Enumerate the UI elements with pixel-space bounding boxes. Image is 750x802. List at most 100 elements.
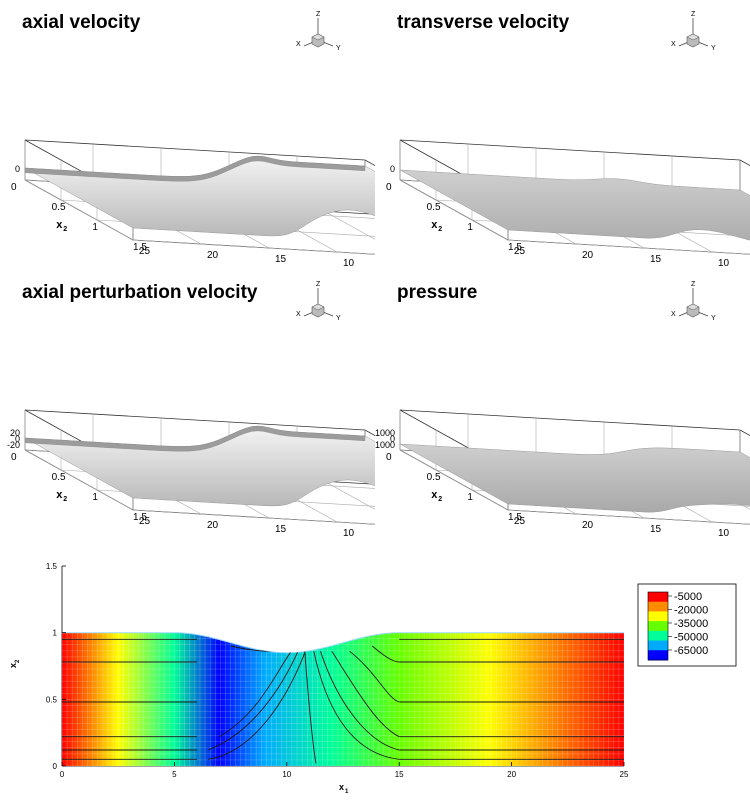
axis-label-x2: x xyxy=(56,489,63,501)
contour-plot: 0 5 10 15 20 25 0 0.5 1 1.5 x 1 x 2 -5000 -20000 -35000-… xyxy=(0,548,750,797)
triad-label-z: Z xyxy=(316,11,321,18)
tick-label-z: 1000 xyxy=(375,428,395,438)
triad-label-z: Z xyxy=(316,281,321,288)
x-tick-label: 15 xyxy=(395,770,404,779)
tick-label-x2: 1 xyxy=(467,492,473,503)
triad-label-x: X xyxy=(296,41,301,48)
box-edge xyxy=(399,139,741,161)
tick-label-x1: 15 xyxy=(275,254,287,265)
legend-swatch xyxy=(648,640,668,651)
grid-line xyxy=(24,179,134,241)
grid-line xyxy=(507,239,750,255)
triad-label-z: Z xyxy=(691,11,696,18)
tick-label-z: 0 xyxy=(15,434,20,444)
box-edge xyxy=(507,509,750,525)
legend-label: -20000 xyxy=(674,605,708,617)
tick-label-x2: 1 xyxy=(467,222,473,233)
tick-label-x1: 10 xyxy=(718,528,730,539)
tick-label-x1: 15 xyxy=(275,524,287,535)
grid-line xyxy=(132,509,474,531)
streamline xyxy=(313,651,400,760)
x-tick-label: 25 xyxy=(620,770,629,779)
legend-label: -50000 xyxy=(674,632,708,644)
box-edge xyxy=(24,139,366,161)
tick-label-x2: 1.5 xyxy=(508,512,522,523)
tick-label-z: 0 xyxy=(390,164,395,174)
tick-label-x2: 0 xyxy=(11,182,17,193)
axis-triad: Z X Y xyxy=(296,11,341,52)
triad-cube-top xyxy=(686,303,700,311)
grid-line xyxy=(399,179,509,241)
tick-label-x2: 0.5 xyxy=(427,472,441,483)
box-edge xyxy=(399,409,741,431)
triad-label-y: Y xyxy=(336,45,341,52)
tick-label-x1: 10 xyxy=(718,258,730,269)
tick-label-z: -1000 xyxy=(375,440,395,450)
streamline xyxy=(320,651,400,751)
grid-line xyxy=(132,239,474,261)
tick-label-z: 0 xyxy=(390,434,395,444)
tick-label-x1: 15 xyxy=(650,524,662,535)
legend-swatch xyxy=(648,630,668,642)
panel-pressure: pressure 510152025x100.511.5x210000-1000… xyxy=(372,270,750,555)
y-axis-label-sub: 2 xyxy=(15,659,21,663)
streamline xyxy=(219,651,292,738)
y-tick-label: 1 xyxy=(53,629,58,638)
streamlines xyxy=(62,638,624,764)
tick-label-x2: 0.5 xyxy=(52,472,66,483)
tick-label-x1: 25 xyxy=(139,246,151,257)
x-axis-label: x xyxy=(339,782,344,792)
axis-label-x2-sub: 2 xyxy=(63,226,67,233)
tick-label-x1: 15 xyxy=(650,254,662,265)
triad-cube-top xyxy=(311,303,325,311)
axis-triad: Z X Y xyxy=(671,281,716,322)
triad-label-y: Y xyxy=(711,315,716,322)
y-tick-label: 0.5 xyxy=(46,695,58,704)
grid-line xyxy=(399,449,509,511)
legend-label: -35000 xyxy=(674,618,708,630)
axis-label-x2: x xyxy=(431,219,438,231)
tick-label-z: 20 xyxy=(10,428,20,438)
legend-label: -65000 xyxy=(674,645,708,657)
panel-title: axial velocity xyxy=(22,12,141,33)
tick-label-x1: 20 xyxy=(207,520,219,531)
mesh-grid xyxy=(62,632,624,766)
y-tick-label: 1.5 xyxy=(46,562,58,571)
tick-label-x2: 0 xyxy=(386,452,392,463)
tick-label-x2: 1.5 xyxy=(133,512,147,523)
axis-triad: Z X Y xyxy=(671,11,716,52)
legend-swatch xyxy=(648,621,668,632)
axis-triad: Z X Y xyxy=(296,281,341,322)
tick-label-x1: 10 xyxy=(343,528,355,539)
axis-label-x2-sub: 2 xyxy=(63,496,67,503)
contour-field xyxy=(62,632,624,766)
streamline xyxy=(207,651,299,751)
triad-label-x: X xyxy=(671,311,676,318)
tick-label-x1: 20 xyxy=(582,250,594,261)
legend-swatch xyxy=(648,650,668,661)
box-edge xyxy=(132,239,474,261)
tick-label-x2: 0 xyxy=(386,182,392,193)
x-tick-label: 5 xyxy=(172,770,177,779)
triad-label-y: Y xyxy=(336,315,341,322)
grid-line xyxy=(24,449,134,511)
tick-label-z: 0 xyxy=(15,164,20,174)
tick-label-x2: 1 xyxy=(92,492,98,503)
x-tick-label: 0 xyxy=(60,770,65,779)
panel-title: axial perturbation velocity xyxy=(22,282,258,303)
axis-label-x2: x xyxy=(431,489,438,501)
triad-label-x: X xyxy=(671,41,676,48)
grid-line xyxy=(507,509,750,525)
axis-label-x2: x xyxy=(56,219,63,231)
surface xyxy=(399,169,750,241)
x-tick-label: 20 xyxy=(507,770,516,779)
box-edge xyxy=(24,409,366,431)
tick-label-x2: 0.5 xyxy=(52,202,66,213)
panel-title: pressure xyxy=(397,282,478,303)
tick-label-x1: 10 xyxy=(343,258,355,269)
